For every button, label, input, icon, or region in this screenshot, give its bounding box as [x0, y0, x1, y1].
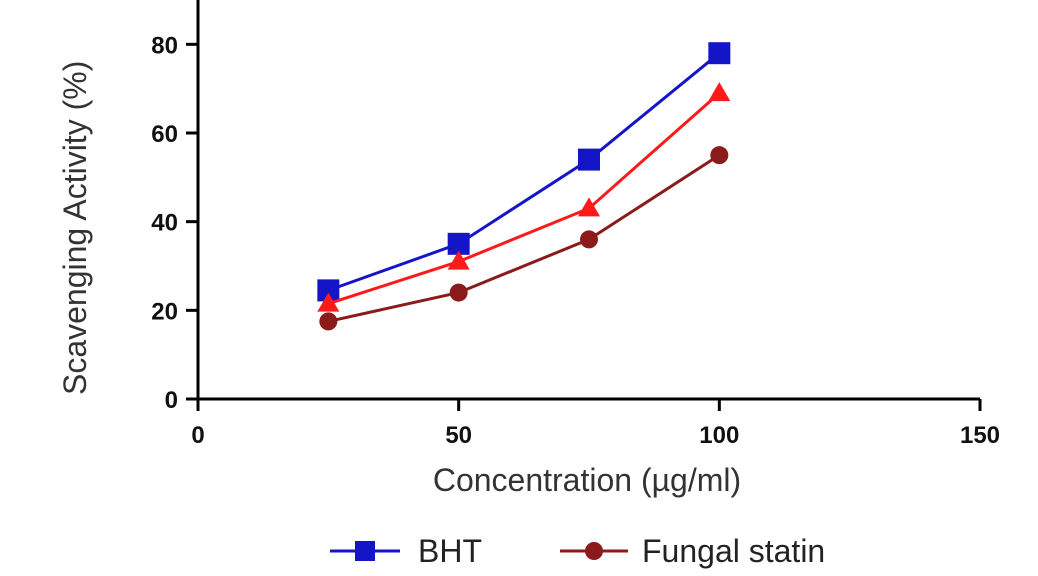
data-point: [317, 279, 340, 302]
x-tick-label: 50: [445, 422, 472, 449]
y-ticks: 0 20 40 60 80: [151, 32, 198, 414]
data-point: [447, 250, 470, 270]
series-group: [317, 42, 731, 331]
y-axis-title: Scavenging Activity (%): [57, 61, 93, 395]
data-point: [578, 197, 600, 217]
data-point: [317, 292, 340, 312]
data-point: [710, 146, 729, 165]
y-tick-label: 60: [151, 121, 178, 148]
series-line: [327, 91, 721, 306]
data-point: [319, 312, 338, 331]
x-tick-label: 150: [960, 422, 1000, 449]
legend-item-fungal-statin: Fungal statin: [560, 533, 825, 569]
legend-marker-square: [355, 541, 375, 561]
legend-marker-circle: [585, 542, 603, 560]
data-point: [580, 230, 598, 249]
y-tick-label: 20: [151, 298, 178, 325]
x-tick-label: 100: [699, 422, 739, 449]
data-point: [449, 283, 468, 302]
legend-label-bht: BHT: [418, 533, 482, 569]
series-3: [319, 146, 729, 331]
series-line: [327, 52, 721, 292]
series-2: [317, 82, 731, 312]
series-1: [317, 42, 731, 302]
data-point: [708, 42, 731, 65]
series-line: [328, 153, 721, 323]
x-axis-title: Concentration (µg/ml): [433, 462, 741, 498]
data-point: [708, 82, 731, 102]
data-point: [578, 148, 600, 171]
data-point: [447, 232, 470, 255]
x-tick-label: 0: [191, 422, 204, 449]
y-tick-label: 0: [165, 387, 178, 414]
legend-label-fungal-statin: Fungal statin: [642, 533, 825, 569]
y-tick-label: 40: [151, 210, 178, 237]
axes: [196, 0, 980, 401]
legend: BHT Fungal statin: [330, 533, 825, 569]
y-tick-label: 80: [151, 32, 178, 59]
legend-item-bht: BHT: [330, 533, 482, 569]
x-ticks: 0 50 100 150: [191, 399, 1000, 449]
